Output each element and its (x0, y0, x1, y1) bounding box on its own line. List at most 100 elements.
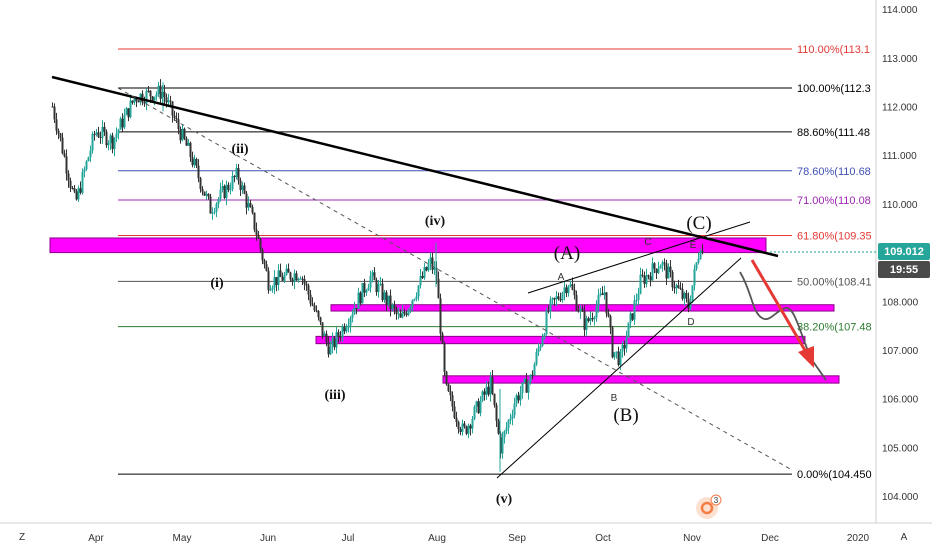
candle-body[interactable] (419, 276, 422, 286)
candle-body[interactable] (257, 234, 260, 239)
candle-body[interactable] (521, 382, 524, 393)
candle-body[interactable] (623, 344, 626, 349)
candle-body[interactable] (65, 156, 68, 174)
candle-body[interactable] (83, 169, 86, 172)
candle-body[interactable] (207, 193, 210, 197)
candle-body[interactable] (213, 211, 216, 213)
candle-body[interactable] (101, 126, 104, 138)
candle-body[interactable] (455, 417, 458, 422)
candle-body[interactable] (397, 313, 400, 315)
candle-body[interactable] (55, 119, 58, 131)
candle-body[interactable] (199, 178, 202, 190)
candle-body[interactable] (463, 423, 466, 427)
candle-body[interactable] (583, 311, 586, 330)
candle-body[interactable] (553, 298, 556, 300)
candle-body[interactable] (321, 322, 324, 336)
candle-body[interactable] (581, 308, 584, 312)
candle-body[interactable] (303, 279, 306, 284)
candle-body[interactable] (105, 131, 108, 146)
candle-body[interactable] (551, 298, 554, 300)
candle-body[interactable] (281, 276, 284, 281)
candle-body[interactable] (571, 284, 574, 290)
candle-body[interactable] (485, 386, 488, 395)
candle-body[interactable] (135, 98, 138, 102)
candle-body[interactable] (415, 296, 418, 300)
candle-body[interactable] (235, 168, 238, 178)
candle-body[interactable] (151, 96, 154, 101)
candle-body[interactable] (489, 376, 492, 395)
candle-body[interactable] (641, 274, 644, 276)
candle-body[interactable] (265, 264, 268, 271)
candle-body[interactable] (225, 184, 228, 199)
candle-body[interactable] (539, 345, 542, 349)
candle-body[interactable] (349, 317, 352, 326)
candle-body[interactable] (63, 153, 66, 157)
candle-body[interactable] (119, 118, 122, 130)
candle-body[interactable] (651, 263, 654, 281)
candle-body[interactable] (251, 207, 254, 213)
candle-body[interactable] (155, 94, 158, 97)
candle-body[interactable] (699, 251, 702, 259)
candle-body[interactable] (411, 300, 414, 307)
candle-body[interactable] (275, 277, 278, 286)
candle-body[interactable] (421, 276, 424, 278)
candle-body[interactable] (193, 158, 196, 166)
candle-body[interactable] (441, 333, 444, 344)
time-axis[interactable] (0, 523, 932, 550)
candle-body[interactable] (473, 406, 476, 420)
candle-body[interactable] (385, 292, 388, 305)
candle-body[interactable] (247, 203, 250, 208)
candle-body[interactable] (377, 284, 380, 293)
candle-body[interactable] (497, 420, 500, 434)
candle-body[interactable] (555, 296, 558, 300)
candle-body[interactable] (187, 142, 190, 146)
candle-body[interactable] (695, 262, 698, 269)
candle-body[interactable] (295, 273, 298, 281)
candle-body[interactable] (495, 405, 498, 421)
candle-body[interactable] (97, 132, 100, 138)
candle-body[interactable] (73, 188, 76, 192)
candle-body[interactable] (201, 189, 204, 192)
candle-body[interactable] (465, 426, 468, 434)
candle-body[interactable] (277, 270, 280, 286)
candle-body[interactable] (351, 314, 354, 318)
candle-body[interactable] (515, 395, 518, 404)
candle-body[interactable] (329, 346, 332, 355)
candle-body[interactable] (279, 270, 282, 277)
candle-body[interactable] (501, 437, 504, 454)
candle-body[interactable] (267, 270, 270, 291)
candle-body[interactable] (191, 157, 194, 166)
candle-body[interactable] (469, 425, 472, 429)
candle-body[interactable] (423, 267, 426, 278)
candle-body[interactable] (263, 260, 266, 265)
candle-body[interactable] (575, 295, 578, 311)
candle-body[interactable] (339, 336, 342, 338)
candle-body[interactable] (177, 119, 180, 130)
candle-body[interactable] (589, 317, 592, 321)
candle-body[interactable] (461, 423, 464, 432)
candle-body[interactable] (507, 420, 510, 428)
candle-body[interactable] (447, 384, 450, 392)
candle-body[interactable] (227, 184, 230, 190)
candle-body[interactable] (343, 326, 346, 332)
candle-body[interactable] (285, 268, 288, 275)
candle-body[interactable] (635, 299, 638, 301)
candle-body[interactable] (443, 343, 446, 372)
candle-body[interactable] (87, 157, 90, 162)
candle-body[interactable] (365, 290, 368, 293)
candle-body[interactable] (153, 96, 156, 101)
candle-body[interactable] (393, 304, 396, 309)
candle-body[interactable] (653, 263, 656, 269)
zone-rect[interactable] (315, 335, 806, 345)
candle-body[interactable] (437, 278, 440, 299)
candle-body[interactable] (291, 279, 294, 283)
dashed-channel-line[interactable] (117, 87, 793, 471)
candle-body[interactable] (341, 326, 344, 338)
candle-body[interactable] (479, 400, 482, 414)
candle-body[interactable] (239, 180, 242, 191)
candle-body[interactable] (159, 85, 162, 99)
forecast-arrow-shaft[interactable] (750, 259, 808, 353)
candle-body[interactable] (203, 191, 206, 196)
candle-body[interactable] (503, 431, 506, 438)
